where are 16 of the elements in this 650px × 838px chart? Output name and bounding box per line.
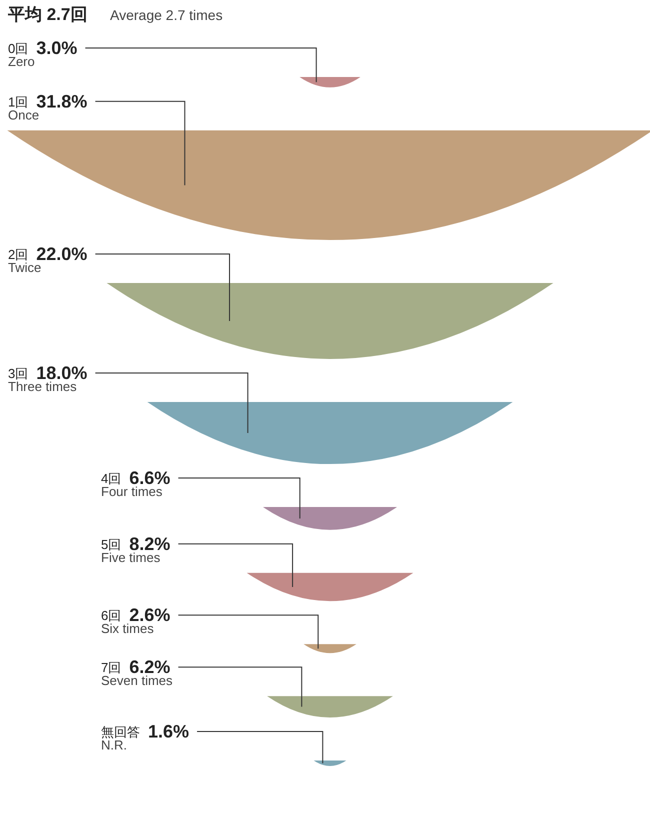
category-en: Zero [8, 54, 35, 69]
category-ja: 1回 [8, 94, 28, 110]
category-ja: 3回 [8, 366, 28, 381]
category-ja: 4回 [101, 471, 122, 486]
category-ja: 無回答 [101, 724, 140, 740]
category-en: N.R. [101, 737, 127, 752]
category-ja: 7回 [101, 660, 122, 676]
category-en: Seven times [101, 673, 173, 688]
category-ja: 6回 [101, 608, 122, 624]
category-ja: 2回 [8, 247, 28, 262]
category-ja: 0回 [8, 41, 28, 56]
value-label: 3.0% [36, 38, 78, 58]
value-label: 1.6% [148, 721, 190, 742]
category-ja: 5回 [101, 536, 122, 552]
subtitle: Average 2.7 times [110, 7, 223, 23]
title: 平均 2.7回 [8, 5, 88, 24]
